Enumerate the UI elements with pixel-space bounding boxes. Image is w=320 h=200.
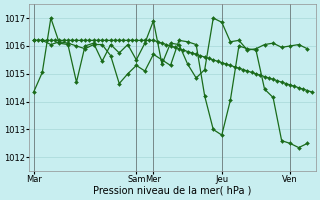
X-axis label: Pression niveau de la mer( hPa ): Pression niveau de la mer( hPa ) — [93, 186, 252, 196]
